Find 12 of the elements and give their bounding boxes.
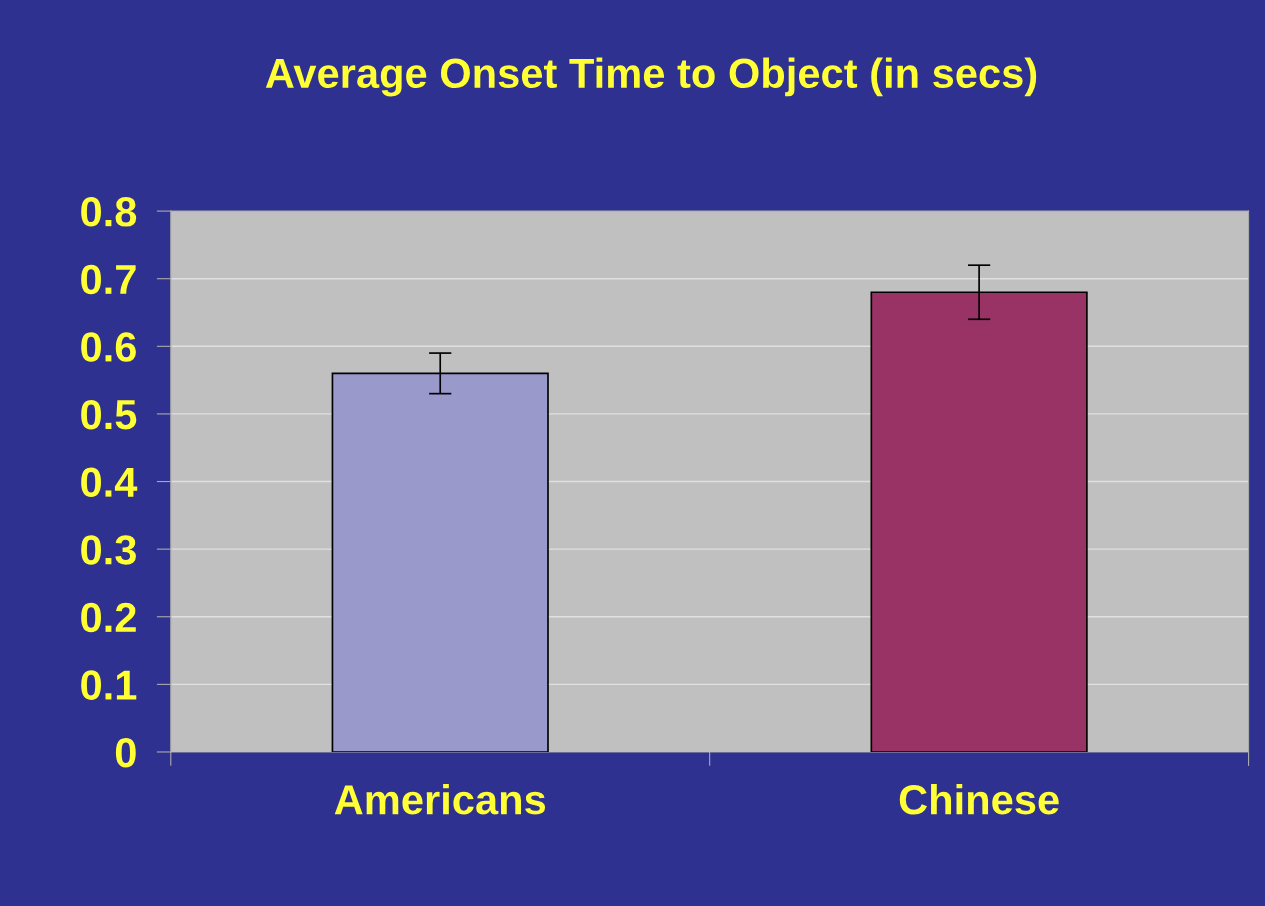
y-tick-label: 0.5 — [81, 399, 137, 430]
x-tick-label: Chinese — [899, 783, 1059, 815]
y-tick-label: 0.7 — [81, 264, 136, 295]
y-tick-label: 0.6 — [81, 332, 136, 362]
y-tick-label: 0.8 — [81, 197, 137, 227]
y-tick-label: 0.4 — [81, 467, 138, 498]
chart-title: Average Onset Time to Object (in secs) — [265, 57, 1037, 97]
y-tick-label: 0.3 — [81, 535, 136, 565]
y-tick-label: 0.2 — [81, 602, 136, 633]
y-tick-label: 0.1 — [81, 670, 137, 700]
x-tick-label: Americans — [334, 783, 546, 815]
y-tick-label: 0 — [115, 737, 136, 768]
